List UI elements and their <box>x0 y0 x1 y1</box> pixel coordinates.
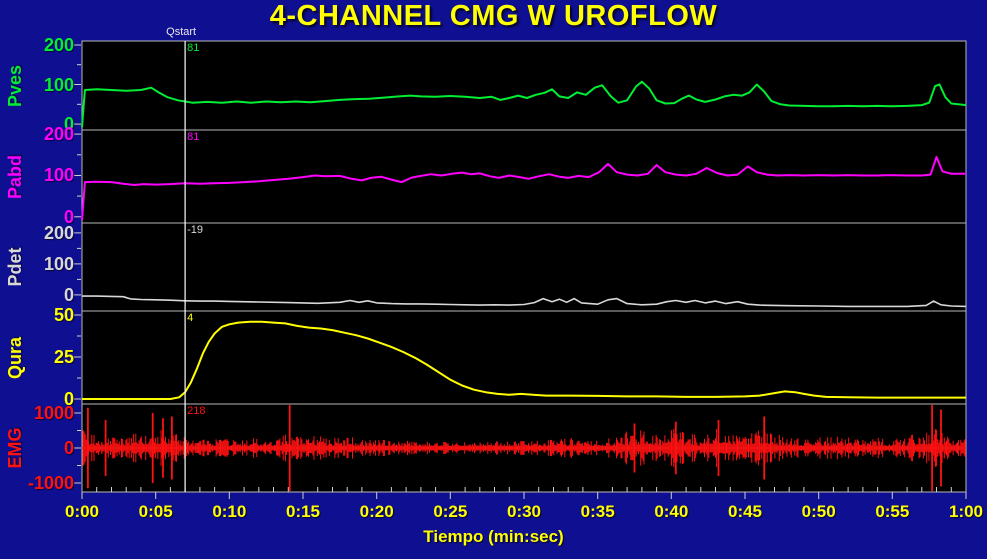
y-tick-label: 100 <box>43 74 74 95</box>
x-tick-label: 0:45 <box>727 502 763 521</box>
cursor-value-pabd: 81 <box>187 131 200 143</box>
cursor-value-pdet: -19 <box>187 224 204 236</box>
cursor-value-emg: 218 <box>187 405 206 417</box>
x-tick-label: 0:20 <box>359 502 394 521</box>
x-tick-label: 0:40 <box>654 502 689 521</box>
y-tick-label: 200 <box>43 34 74 55</box>
cursor-value-pves: 81 <box>187 42 200 54</box>
pves-panel <box>81 40 967 131</box>
pdet-panel <box>81 222 967 312</box>
x-tick-label: 0:15 <box>285 502 321 521</box>
pabd-panel <box>81 129 967 224</box>
y-tick-label: 0 <box>63 206 74 227</box>
y-tick-label: -1000 <box>27 473 74 493</box>
qura-trace <box>82 320 966 400</box>
y-tick-label: 100 <box>43 253 74 274</box>
y-tick-label: 0 <box>63 284 74 305</box>
pdet-trace <box>82 295 967 308</box>
x-tick-label: 0:10 <box>212 502 247 521</box>
y-tick-label: 200 <box>43 124 74 145</box>
y-tick-label: 0 <box>63 438 74 458</box>
cursor-value-qura: 4 <box>187 312 194 324</box>
x-axis-title: Tiempo (min:sec) <box>423 527 564 546</box>
x-tick-label: 0:05 <box>138 502 173 521</box>
x-tick-label: 0:55 <box>875 502 910 521</box>
y-tick-label: 200 <box>43 222 74 243</box>
x-tick-label: 0:50 <box>801 502 836 521</box>
y-tick-label: 100 <box>43 165 74 186</box>
cursor-label: Qstart <box>166 26 197 38</box>
qura-panel <box>81 310 967 405</box>
y-tick-label: 0 <box>63 388 74 409</box>
pves-trace <box>81 80 967 128</box>
y-tick-label: 0 <box>63 114 74 135</box>
x-tick-label: 0:35 <box>580 502 615 521</box>
page-title: 4-CHANNEL CMG W UROFLOW <box>269 0 718 32</box>
y-tick-label: 25 <box>53 346 74 367</box>
y-tick-label: 1000 <box>33 402 74 423</box>
x-tick-label: 0:30 <box>506 502 542 521</box>
y-tick-label: 50 <box>53 305 74 326</box>
x-tick-label: 1:00 <box>948 502 984 521</box>
x-tick-label: 0:00 <box>64 502 100 521</box>
pabd-trace <box>81 155 966 221</box>
x-tick-label: 0:25 <box>433 502 468 521</box>
